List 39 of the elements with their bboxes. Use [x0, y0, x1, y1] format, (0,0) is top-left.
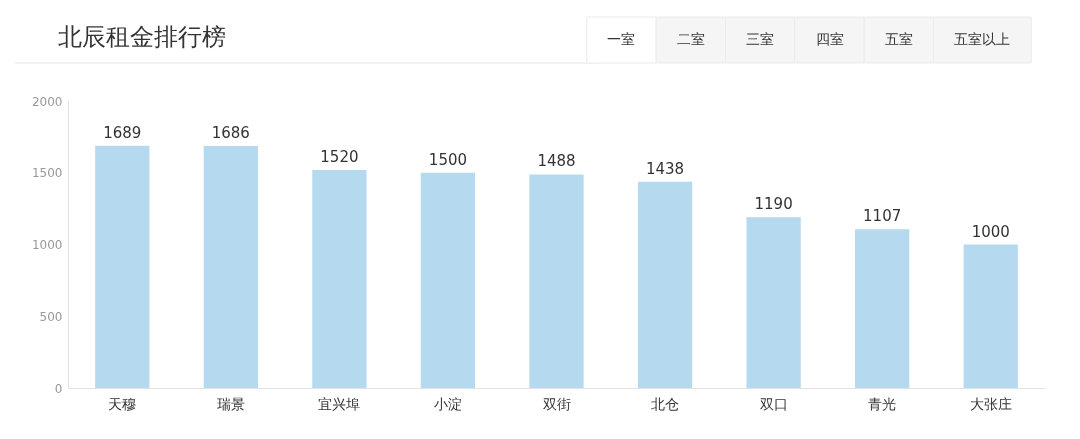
bar	[529, 174, 584, 388]
bar	[963, 244, 1018, 388]
data-label: 1686	[211, 124, 250, 143]
x-tick-label: 北仓	[651, 395, 680, 412]
text: 二室	[676, 31, 705, 47]
text: 三室	[746, 31, 775, 47]
bar	[746, 217, 801, 388]
bar	[95, 145, 150, 388]
bar	[312, 169, 367, 388]
y-tick-label: 0	[54, 381, 63, 396]
x-tick-label: 瑞景	[216, 395, 245, 412]
x-tick-label: 青光	[868, 395, 897, 412]
data-label: 1488	[537, 152, 576, 171]
data-label: 1689	[103, 123, 142, 142]
x-tick-label: 小淀	[433, 395, 462, 412]
x-tick-label: 双口	[759, 395, 788, 412]
bar	[420, 172, 476, 388]
text: 五室以上	[954, 31, 1011, 47]
x-tick-label: 双街	[542, 395, 571, 412]
data-label: 1520	[320, 147, 359, 166]
bar	[203, 146, 258, 388]
data-label: 1107	[863, 207, 902, 226]
data-label: 1438	[645, 159, 685, 178]
bar	[855, 229, 910, 388]
bar	[637, 181, 693, 388]
y-tick-label: 2000	[31, 94, 63, 109]
text: 一室	[607, 31, 636, 47]
y-tick-label: 1000	[31, 238, 63, 252]
y-tick-label: 500	[39, 309, 63, 324]
x-tick-label: 大张庄	[969, 395, 1012, 412]
x-tick-label: 天穆	[108, 395, 137, 412]
data-label: 1190	[754, 195, 793, 214]
data-label: 1500	[428, 150, 468, 169]
chart-title: 北辰租金排行榜	[58, 23, 226, 51]
x-tick-label: 宜兴埠	[318, 395, 361, 412]
data-label: 1000	[971, 222, 1010, 241]
text: 五室	[884, 31, 913, 47]
y-tick-label: 1500	[31, 166, 63, 181]
text: 四室	[815, 31, 844, 47]
